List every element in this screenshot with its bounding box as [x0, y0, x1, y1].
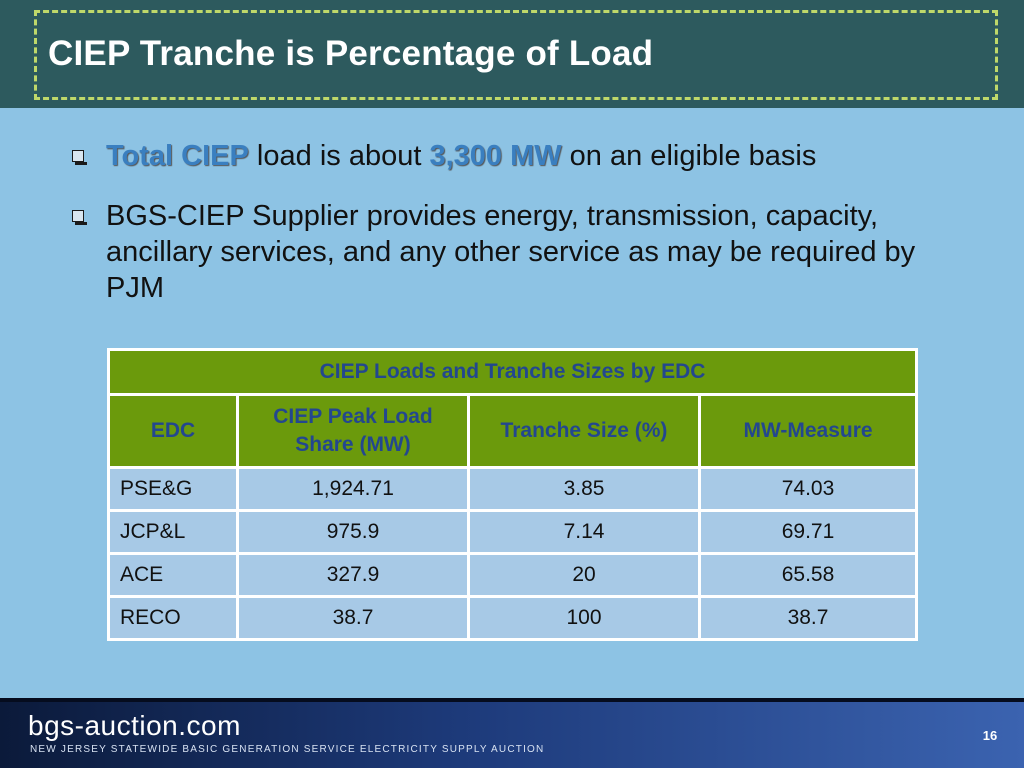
table-cell: JCP&L — [107, 509, 239, 555]
footer-tagline: NEW JERSEY STATEWIDE BASIC GENERATION SE… — [30, 744, 545, 755]
table-cell: 1,924.71 — [236, 466, 470, 512]
bullet-plain-text: on an eligible basis — [561, 140, 817, 172]
table-cell: RECO — [107, 595, 239, 641]
page-number: 16 — [982, 728, 998, 743]
table-cell: ACE — [107, 552, 239, 598]
bullet-text: BGS-CIEP Supplier provides energy, trans… — [106, 200, 916, 304]
slide-title: CIEP Tranche is Percentage of Load — [48, 34, 654, 73]
table-row: RECO 38.7 100 38.7 — [107, 595, 919, 641]
column-header-label: Tranche Size (%) — [500, 419, 668, 442]
column-header-label: MW-Measure — [743, 419, 873, 442]
table-header-row: EDC CIEP Peak Load Share (MW) Tranche Si… — [107, 393, 919, 469]
bullet-text: Total CIEP load is about 3,300 MW on an … — [106, 138, 946, 174]
slide-header: CIEP Tranche is Percentage of Load — [0, 0, 1024, 108]
table-caption: CIEP Loads and Tranche Sizes by EDC — [106, 348, 919, 396]
table-cell: 69.71 — [697, 509, 919, 555]
table-row: PSE&G 1,924.71 3.85 74.03 — [107, 466, 919, 512]
bullet-plain-text: load is about — [248, 140, 430, 172]
table-caption-row: CIEP Loads and Tranche Sizes by EDC — [106, 348, 919, 396]
column-header: MW-Measure — [697, 393, 919, 469]
table-cell: 38.7 — [236, 595, 470, 641]
table-cell: 65.58 — [697, 552, 919, 598]
column-header: EDC — [107, 393, 239, 469]
table-cell: PSE&G — [107, 466, 239, 512]
checkbox-bullet-icon — [72, 210, 87, 225]
table-cell: 100 — [467, 595, 701, 641]
table-cell: 38.7 — [697, 595, 919, 641]
column-header: CIEP Peak Load Share (MW) — [236, 393, 470, 469]
table-cell: 74.03 — [697, 466, 919, 512]
title-dashed-frame — [34, 10, 998, 100]
table-cell: 20 — [467, 552, 701, 598]
brand-logo-text: bgs-auction.com — [28, 710, 241, 741]
table-cell: 3.85 — [467, 466, 701, 512]
footer-banner: bgs-auction.com NEW JERSEY STATEWIDE BAS… — [0, 698, 1024, 768]
column-header: Tranche Size (%) — [467, 393, 701, 469]
table-cell: 975.9 — [236, 509, 470, 555]
highlight-mw: 3,300 MW — [429, 140, 562, 172]
table-row: ACE 327.9 20 65.58 — [107, 552, 919, 598]
table-row: JCP&L 975.9 7.14 69.71 — [107, 509, 919, 555]
highlight-total-ciep: Total CIEP — [106, 140, 249, 172]
column-header-label: EDC — [150, 419, 196, 442]
table-cell: 327.9 — [236, 552, 470, 598]
column-header-label: CIEP Peak Load Share (MW) — [273, 405, 433, 456]
table-cell: 7.14 — [467, 509, 701, 555]
ciep-loads-table: CIEP Loads and Tranche Sizes by EDC EDC … — [106, 348, 919, 641]
checkbox-bullet-icon — [72, 150, 87, 165]
